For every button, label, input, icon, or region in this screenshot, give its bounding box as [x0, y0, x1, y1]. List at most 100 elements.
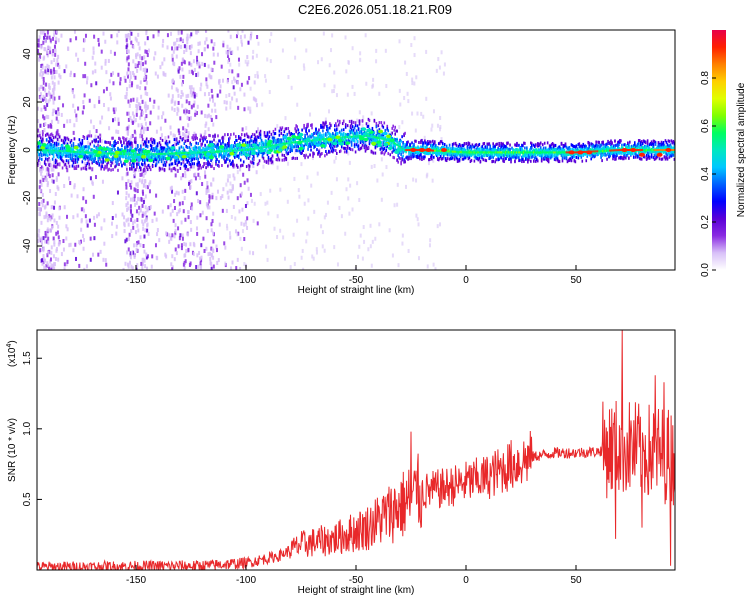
- spectrogram-cell: [56, 129, 59, 134]
- spectrogram-cell: [189, 88, 192, 93]
- spectrogram-cell: [208, 161, 210, 165]
- spectrogram-cell: [55, 141, 58, 145]
- spectrogram-cell: [50, 167, 53, 172]
- spectrogram-cell: [100, 65, 103, 70]
- spectrogram-cell: [306, 123, 308, 127]
- spectrogram-cell: [92, 125, 95, 130]
- spectrogram-cell: [52, 254, 55, 259]
- spectrogram-cell: [54, 256, 57, 261]
- spectrogram-cell: [88, 162, 91, 166]
- spectrogram-cell: [85, 149, 88, 153]
- spectrogram-cell: [48, 152, 51, 156]
- spectrogram-cell: [199, 256, 202, 261]
- spectrogram-cell: [408, 157, 410, 161]
- spectrogram-cell: [423, 141, 425, 145]
- spectrogram-cell: [81, 147, 84, 151]
- spectrogram-cell: [264, 139, 267, 143]
- spectrogram-cell: [231, 144, 233, 148]
- spectrogram-cell: [352, 128, 355, 132]
- spectrogram-cell: [101, 165, 103, 169]
- spectrogram-cell: [362, 132, 365, 136]
- spectrogram-cell: [352, 136, 355, 140]
- spectrogram-cell: [99, 163, 102, 168]
- spectrogram-cell: [265, 143, 268, 147]
- spectrogram-cell: [92, 152, 95, 156]
- spectrogram-cell: [157, 153, 160, 156]
- spectrogram-cell: [364, 143, 367, 147]
- spectrogram-cell: [202, 136, 204, 140]
- spectrogram-cell: [210, 246, 213, 251]
- spectrogram-cell: [189, 185, 192, 190]
- spectrogram-cell: [389, 131, 392, 136]
- spectrogram-cell: [124, 162, 126, 166]
- spectrogram-cell: [104, 39, 107, 44]
- spectrogram-cell: [120, 140, 122, 144]
- spectrogram-cell: [221, 78, 224, 83]
- spectrogram-cell: [177, 157, 180, 161]
- spectrogram-cell: [85, 199, 88, 204]
- spectrogram-cell: [340, 140, 343, 144]
- spectrogram-cell: [360, 135, 363, 138]
- spectrogram-cell: [155, 193, 158, 198]
- spectrogram-cell: [73, 137, 76, 141]
- spectrogram-cell: [405, 150, 407, 154]
- spectrogram-cell: [185, 158, 188, 162]
- spectrogram-cell: [328, 141, 330, 145]
- spectrogram-cell: [88, 153, 91, 157]
- spectrogram-cell: [405, 146, 407, 150]
- spectrogram-cell: [248, 76, 251, 81]
- spectrogram-cell: [124, 153, 126, 156]
- spectrogram-cell: [304, 156, 306, 160]
- spectrogram-cell: [334, 138, 336, 142]
- spectrogram-cell: [82, 238, 85, 243]
- spectrogram-cell: [223, 150, 225, 153]
- spectrogram-cell: [165, 152, 168, 155]
- spectrogram-cell: [295, 149, 297, 153]
- spectrogram-cell: [304, 133, 306, 137]
- spectrogram-cell: [185, 242, 188, 247]
- spectrogram-cell: [289, 143, 292, 147]
- spectrogram-cell: [106, 162, 108, 166]
- spectrogram-cell: [143, 197, 146, 202]
- spectrogram-cell: [221, 150, 223, 153]
- spectrogram-cell: [321, 230, 324, 235]
- spectrogram-cell: [39, 136, 42, 140]
- spectrogram-cell: [83, 151, 86, 154]
- spectrogram-cell: [374, 151, 377, 155]
- spectrogram-cell: [40, 220, 43, 225]
- spectrogram-cell: [192, 71, 195, 76]
- spectrogram-cell: [107, 161, 110, 166]
- spectrogram-cell: [246, 62, 249, 67]
- spectrogram-cell: [248, 148, 251, 151]
- spectrogram-cell: [204, 113, 207, 118]
- spectrogram-cell: [259, 129, 262, 133]
- spectrogram-cell: [77, 143, 80, 147]
- spectrogram-cell: [91, 167, 94, 172]
- spectrogram-cell: [246, 134, 249, 138]
- spectrogram-cell: [193, 149, 196, 153]
- spectrogram-cell: [183, 142, 186, 146]
- spectrogram-cell: [320, 57, 323, 62]
- spectrogram-cell: [142, 226, 145, 231]
- spectrogram-cell: [388, 228, 391, 233]
- spectrogram-cell: [159, 167, 162, 171]
- spectrogram-cell: [38, 140, 41, 144]
- spectrogram-cell: [268, 146, 271, 150]
- spectrogram-cell: [293, 137, 296, 141]
- spectrogram-cell: [215, 248, 218, 253]
- spectrogram-cell: [351, 148, 354, 152]
- spectrogram-cell: [138, 197, 141, 202]
- spectrogram-cell: [307, 135, 309, 139]
- spectrogram-cell: [218, 160, 220, 164]
- spectrogram-cell: [284, 156, 287, 160]
- spectrogram-cell: [210, 252, 213, 257]
- spectrogram-cell: [312, 134, 314, 138]
- spectrogram-cell: [195, 30, 198, 35]
- spectrogram-cell: [38, 57, 41, 62]
- spectrogram-cell: [266, 200, 269, 205]
- spectrogram-cell: [47, 263, 50, 268]
- spectrogram-cell: [260, 147, 263, 151]
- spectrogram-cell: [43, 152, 46, 156]
- spectrogram-cell: [218, 146, 220, 150]
- spectrogram-cell: [53, 149, 56, 152]
